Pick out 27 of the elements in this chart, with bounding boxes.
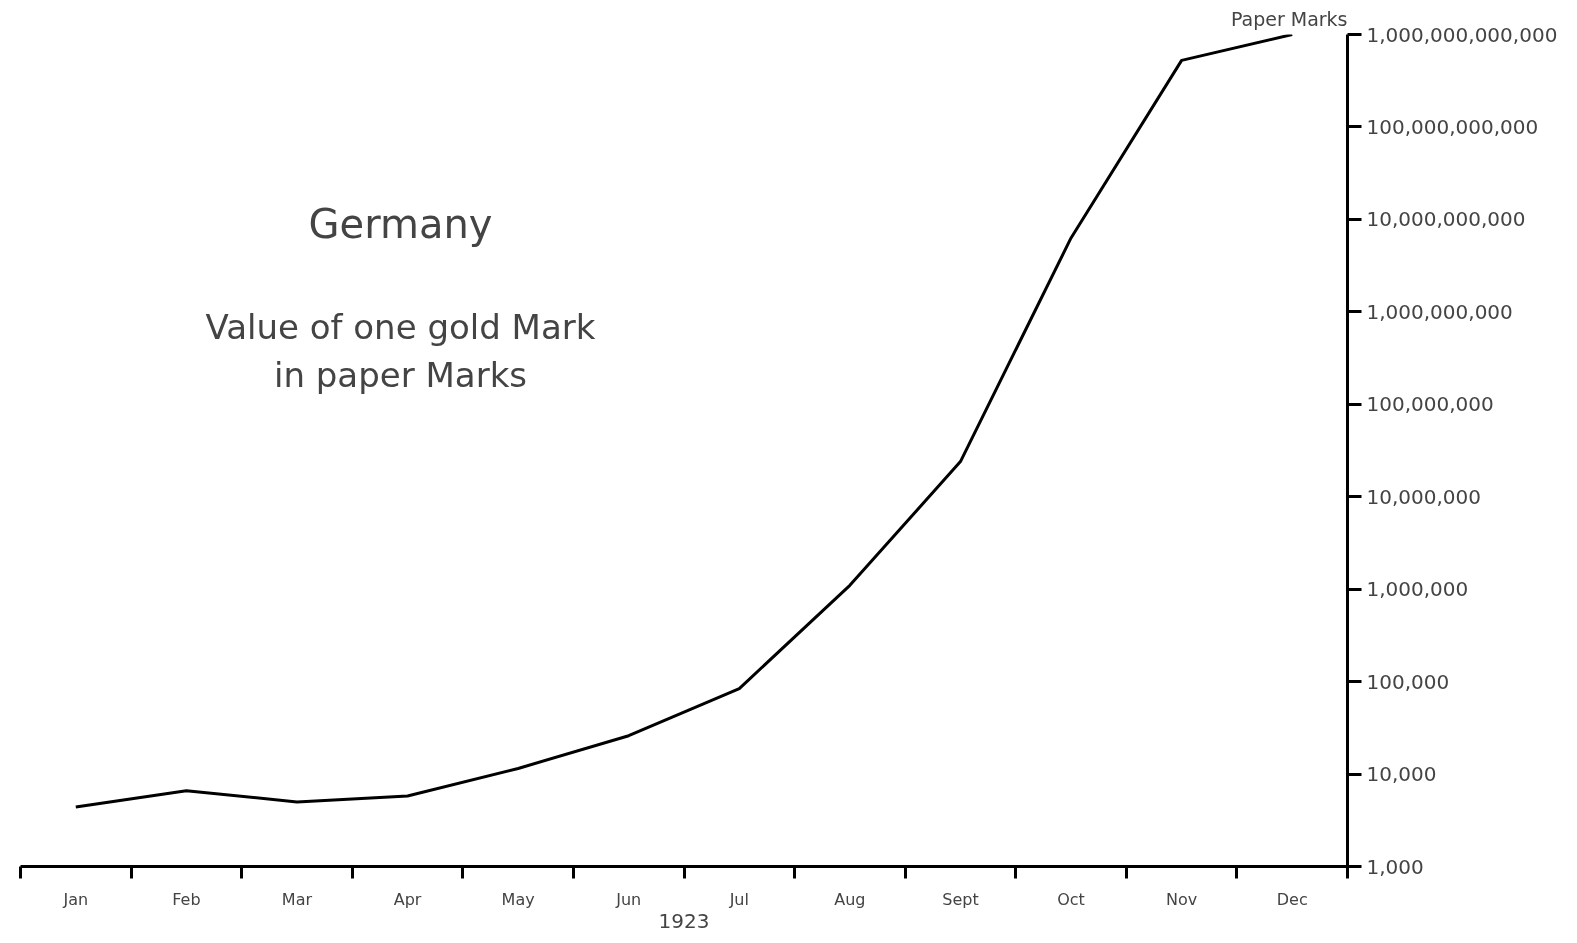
x-tick-label: Oct	[1057, 889, 1085, 909]
y-axis-title: Paper Marks	[1230, 7, 1348, 30]
x-tick-label: Dec	[1276, 889, 1308, 909]
x-tick-label: Feb	[172, 889, 201, 909]
text: Germany	[308, 200, 493, 247]
y-tick-label: 1,000	[1366, 854, 1424, 879]
y-tick-label: 1,000,000,000,000	[1366, 22, 1558, 47]
x-tick-label: Mar	[281, 889, 313, 909]
y-tick-label: 10,000,000,000	[1366, 207, 1526, 232]
y-tick-label: 1,000,000	[1366, 577, 1469, 602]
x-tick-label: Apr	[393, 889, 422, 909]
y-tick-label: 100,000,000	[1366, 392, 1494, 417]
x-tick-label: Sept	[942, 889, 979, 909]
x-tick-label: Jun	[615, 889, 642, 909]
y-tick-label: 10,000	[1366, 762, 1437, 787]
y-tick-label: 100,000,000,000	[1366, 114, 1539, 139]
y-tick-label: 10,000,000	[1366, 484, 1482, 509]
x-tick-label: May	[501, 889, 535, 909]
x-tick-label: Nov	[1166, 889, 1198, 909]
y-tick-label: 100,000	[1366, 669, 1450, 694]
line-series	[74, 34, 1294, 809]
x-tick-label: Jul	[728, 889, 749, 909]
x-tick-label: Aug	[834, 889, 866, 909]
x-tick-label: Jan	[62, 889, 89, 909]
x-axis-title: 1923	[658, 908, 710, 933]
text: Value of one gold Mark in paper Marks	[205, 306, 596, 395]
y-tick-label: 1,000,000,000	[1366, 299, 1513, 324]
